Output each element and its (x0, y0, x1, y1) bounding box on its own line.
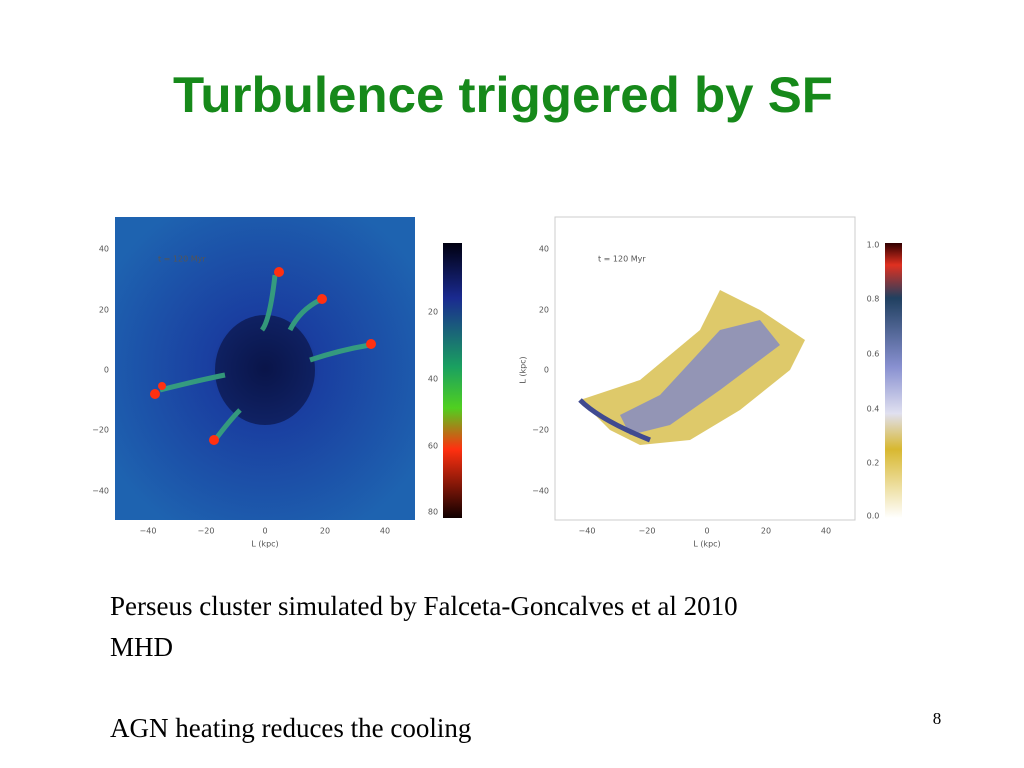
x-axis-label: L (kpc) (251, 540, 278, 549)
colorbar (443, 243, 462, 518)
y-tick-label: −20 (532, 426, 549, 435)
x-tick-label: 0 (704, 527, 709, 536)
colorbar-label: 40 (428, 375, 438, 384)
colorbar-label: 0.0 (867, 512, 880, 521)
page-number: 8 (933, 709, 942, 728)
y-tick-label: −40 (92, 487, 109, 496)
x-tick-label: 40 (380, 527, 390, 536)
slide-title: Turbulence triggered by SF (173, 67, 833, 123)
x-tick-label: 20 (761, 527, 771, 536)
y-tick-label: 0 (104, 366, 109, 375)
annotation: t = 120 Myr (598, 255, 646, 264)
colorbar-label: 20 (428, 308, 438, 317)
colorbar-label: 0.8 (867, 295, 880, 304)
y-tick-label: −20 (92, 426, 109, 435)
caption: MHD (110, 632, 173, 662)
simulation-structure (578, 290, 805, 445)
y-tick-label: 40 (99, 245, 109, 254)
colorbar (885, 243, 902, 518)
x-tick-label: −40 (579, 527, 596, 536)
colorbar-label: 0.4 (867, 405, 880, 414)
x-tick-label: 40 (821, 527, 831, 536)
caption: AGN heating reduces the cooling (110, 713, 471, 743)
colorbar-label: 0.6 (867, 350, 880, 359)
x-tick-label: −20 (198, 527, 215, 536)
y-tick-label: 20 (539, 306, 549, 315)
x-tick-label: −20 (639, 527, 656, 536)
y-tick-label: 40 (539, 245, 549, 254)
y-tick-label: 20 (99, 306, 109, 315)
colorbar-label: 80 (428, 508, 438, 517)
x-tick-label: −40 (140, 527, 157, 536)
hot-spots (150, 267, 376, 445)
x-tick-label: 0 (262, 527, 267, 536)
colorbar-label: 0.2 (867, 459, 880, 468)
y-tick-label: −40 (532, 487, 549, 496)
y-tick-label: 0 (544, 366, 549, 375)
caption: Perseus cluster simulated by Falceta-Gon… (110, 591, 738, 621)
colorbar-label: 60 (428, 442, 438, 451)
annotation: t = 120 Myr (158, 255, 206, 264)
simulation-structure (159, 274, 371, 442)
x-axis-label: L (kpc) (693, 540, 720, 549)
y-axis-label: L (kpc) (519, 356, 528, 383)
colorbar-label: 1.0 (867, 241, 880, 250)
x-tick-label: 20 (320, 527, 330, 536)
